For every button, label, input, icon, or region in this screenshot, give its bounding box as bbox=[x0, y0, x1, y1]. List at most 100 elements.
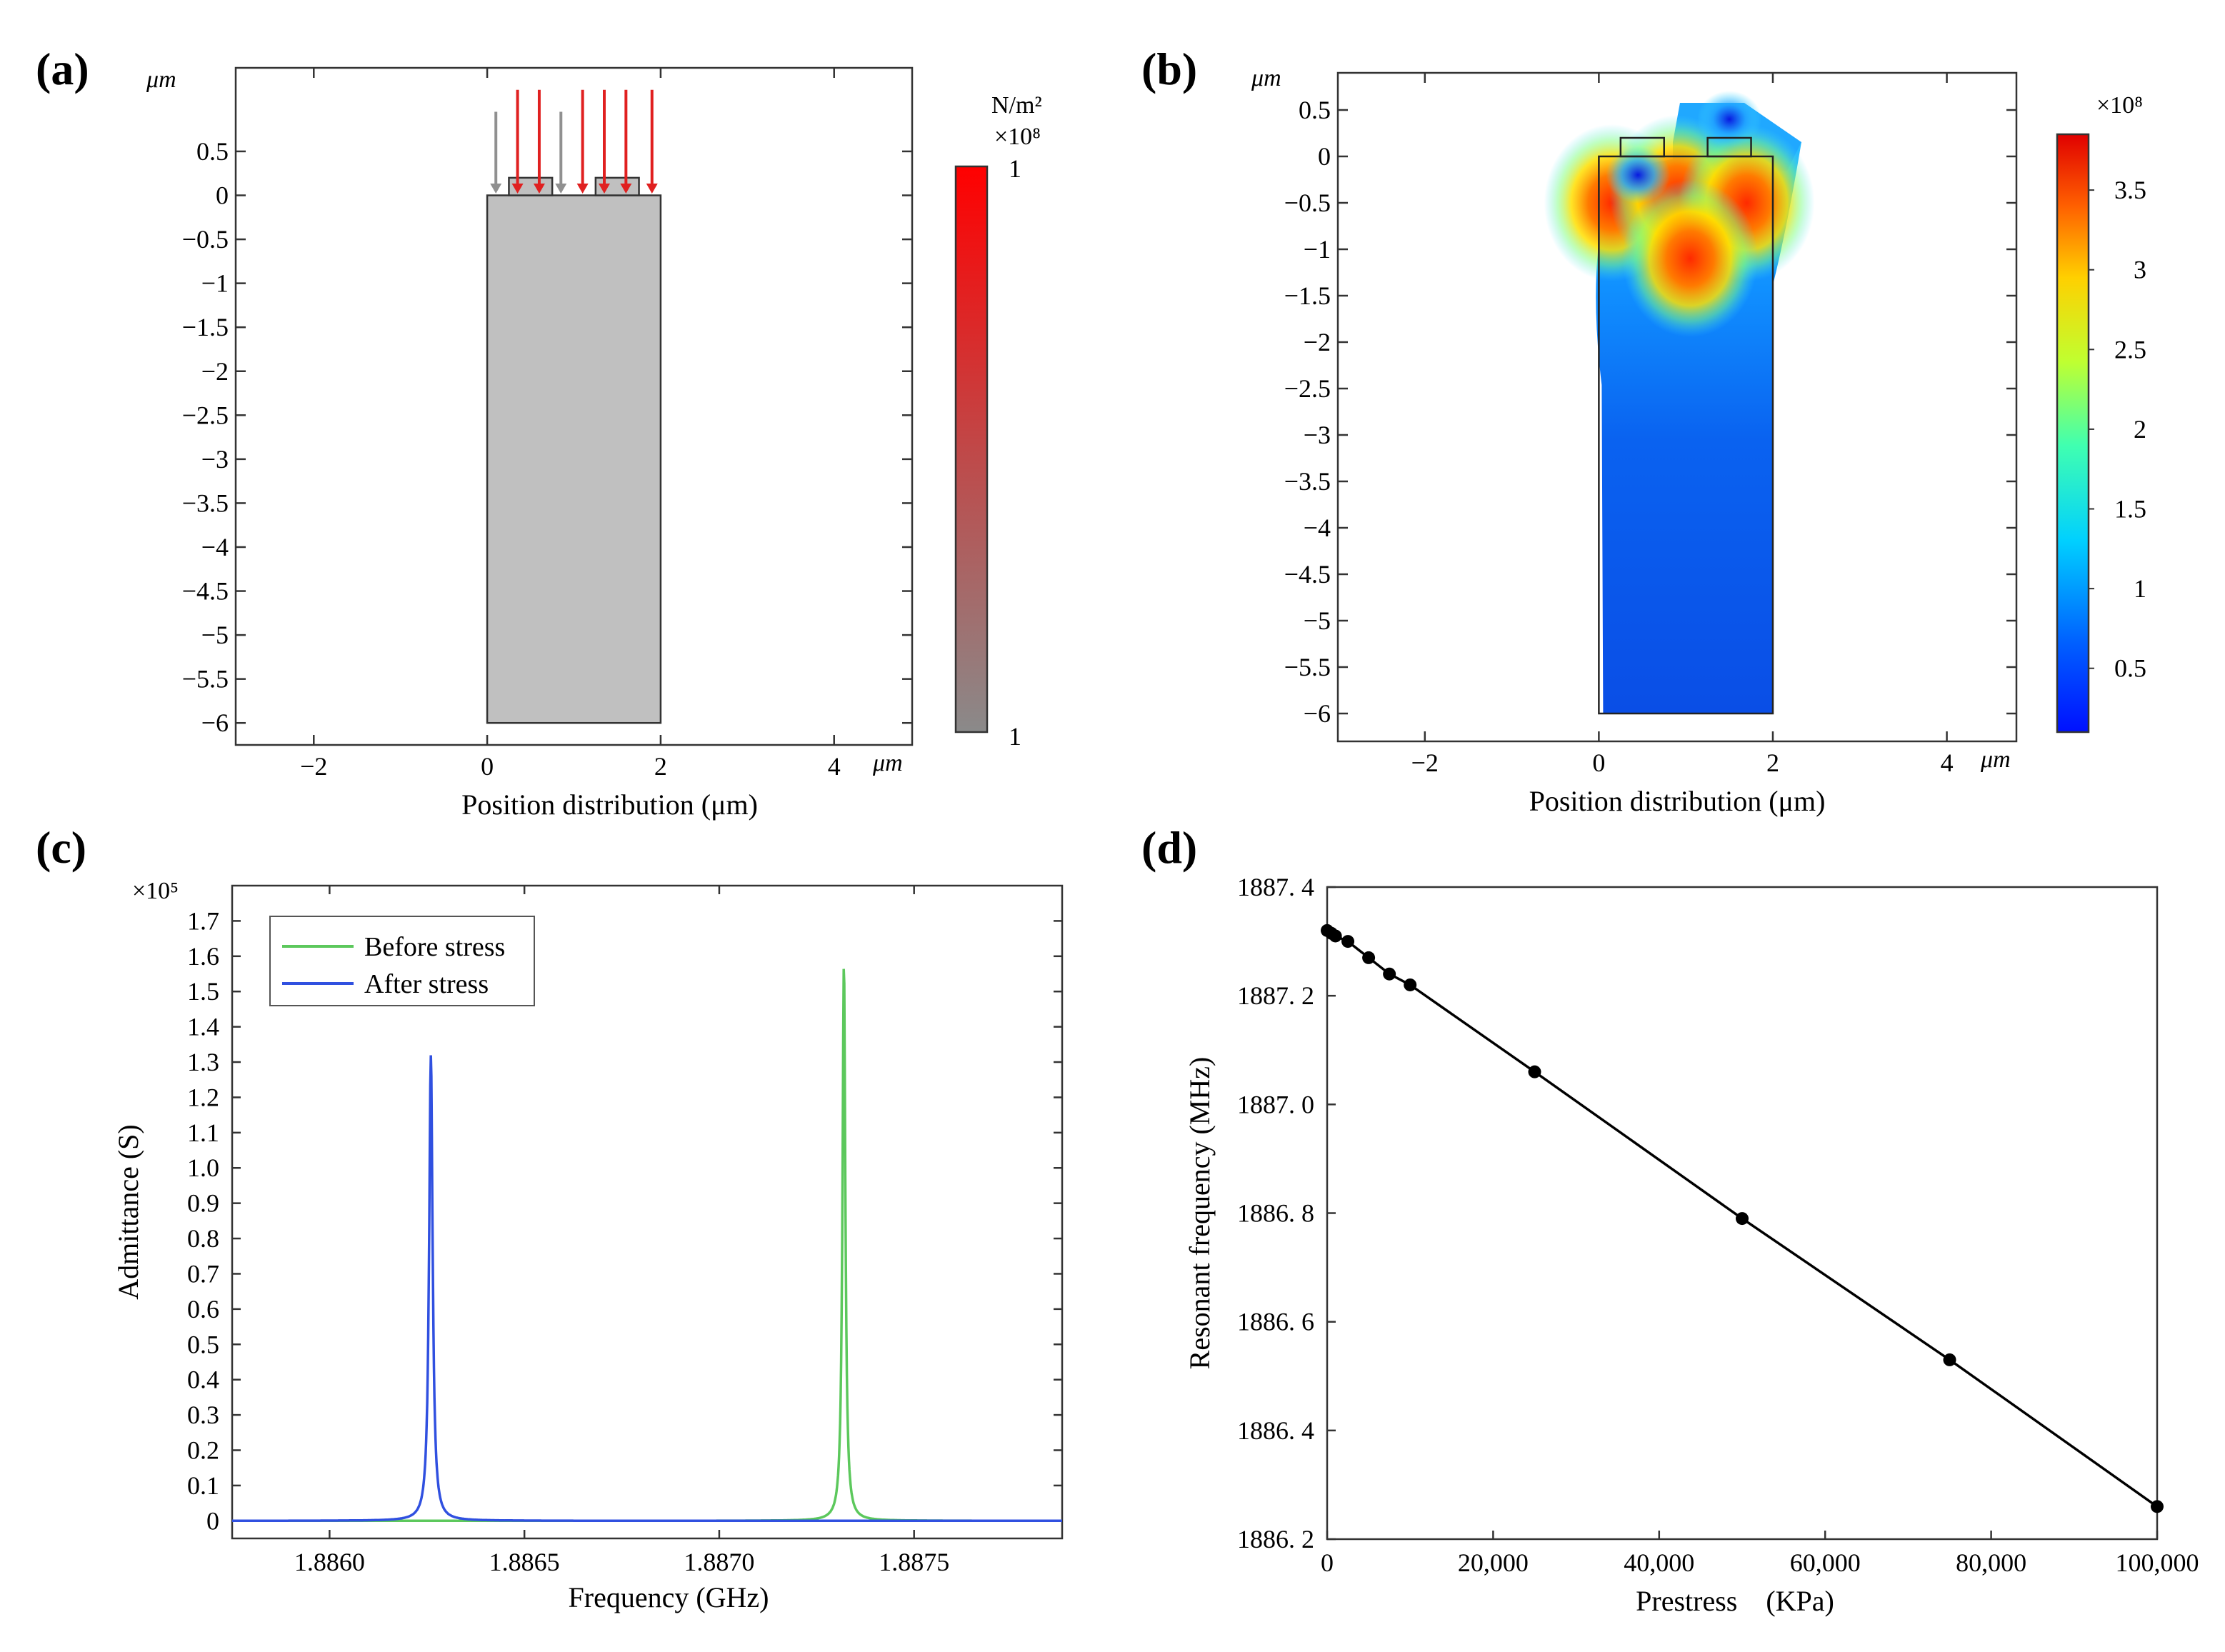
load-arrow-head bbox=[598, 184, 610, 194]
load-arrow-head bbox=[490, 184, 502, 194]
colorbar-scale-b: ×10⁸ bbox=[2096, 92, 2143, 119]
y-tick-label: −0.5 bbox=[182, 225, 229, 254]
substrate-a bbox=[486, 194, 662, 724]
x-tick-label: 2 bbox=[654, 752, 667, 781]
y-tick-label: −6 bbox=[1304, 699, 1331, 728]
panel-b: −2 0 2 4 0.5 0 −0.5 −1 −1.5 −2 −2.5 −3 −3.5 −4 −4.5 −5 −… bbox=[1251, 65, 2146, 817]
y-tick-label: 1887. 0 bbox=[1237, 1090, 1314, 1118]
y-tick-label: −2.5 bbox=[1284, 374, 1331, 403]
stress-coldspot bbox=[1606, 146, 1671, 204]
axes-b-frame bbox=[1336, 71, 2018, 743]
y-tick-label: 1.7 bbox=[187, 906, 219, 935]
y-tick-label: −1 bbox=[1304, 235, 1331, 264]
y-tick-label: 1.4 bbox=[187, 1013, 219, 1041]
y-tick-label: 1.5 bbox=[187, 977, 219, 1006]
x-tick-label: 4 bbox=[828, 752, 841, 781]
x-unit-a: μm bbox=[872, 750, 903, 776]
x-axis-label-b: Position distribution (μm) bbox=[1529, 785, 1826, 817]
load-arrow-head bbox=[576, 184, 589, 194]
legend-c: Before stress After stress bbox=[269, 916, 535, 1006]
y-tick-label: 0.7 bbox=[187, 1259, 219, 1288]
panel-d: 0 20,000 40,000 60,000 80,000 100,000 1886. 2 1… bbox=[1184, 873, 2199, 1617]
y-tick-label: −5.5 bbox=[182, 665, 229, 694]
x-tick-label: 1.8860 bbox=[294, 1548, 365, 1576]
y-axis-label-c: Admittance (S) bbox=[112, 1124, 144, 1300]
y-tick-label: −4 bbox=[1304, 514, 1331, 542]
stress-coldspot bbox=[1697, 91, 1762, 148]
y-tick-label: −3.5 bbox=[182, 489, 229, 517]
electrode-outline-b bbox=[1619, 136, 1665, 158]
y-tick-label: −2 bbox=[201, 357, 229, 386]
panel-label-b: (b) bbox=[1141, 44, 1197, 94]
axes-c-frame bbox=[231, 884, 1064, 1540]
x-tick-label: −2 bbox=[1411, 749, 1439, 777]
x-unit-b: μm bbox=[1980, 746, 2011, 773]
panel-label-a: (a) bbox=[36, 44, 89, 94]
data-point bbox=[1528, 1065, 1541, 1078]
electrode-outline-b bbox=[1706, 136, 1752, 158]
y-tick-label: −4.5 bbox=[182, 577, 229, 606]
y-tick-label: 0.2 bbox=[187, 1436, 219, 1464]
colorbar-tick-label-b: 3 bbox=[2134, 256, 2146, 284]
y-tick-label: 0.5 bbox=[187, 1330, 219, 1358]
x-tick-label: 0 bbox=[1321, 1548, 1334, 1577]
x-tick-label: 1.8865 bbox=[489, 1548, 560, 1576]
y-axis-label-d: Resonant frequency (MHz) bbox=[1184, 1057, 1216, 1370]
y-tick-label: 0.3 bbox=[187, 1401, 219, 1429]
y-tick-label: 0.5 bbox=[196, 137, 229, 166]
load-arrow-head bbox=[533, 184, 545, 194]
y-scale-label-c: ×10⁵ bbox=[132, 878, 179, 904]
y-tick-label: −1.5 bbox=[1284, 281, 1331, 310]
colorbar-bottom-label-a: 1 bbox=[1009, 722, 1021, 751]
colorbar-unit-a: N/m² bbox=[991, 92, 1042, 119]
legend-label: Before stress bbox=[364, 932, 505, 962]
y-tick-label: 0.6 bbox=[187, 1295, 219, 1323]
panel-label-d: (d) bbox=[1141, 822, 1197, 873]
colorbar-a bbox=[954, 165, 989, 734]
legend-box bbox=[269, 916, 535, 1006]
x-tick-label: 60,000 bbox=[1790, 1548, 1861, 1577]
colorbar-scale-a: ×10⁸ bbox=[994, 124, 1041, 150]
load-arrow-head bbox=[555, 184, 567, 194]
data-point bbox=[1341, 935, 1355, 948]
y-tick-label: 1887. 2 bbox=[1237, 981, 1314, 1010]
y-tick-label: −2 bbox=[1304, 328, 1331, 356]
y-tick-label: −5 bbox=[1304, 606, 1331, 635]
y-tick-label: 1.2 bbox=[187, 1083, 219, 1111]
panel-c: 1.8860 1.8865 1.8870 1.8875 0 0.1 0.2 0.3 0.4 0.5… bbox=[112, 878, 1064, 1613]
y-tick-label: 0 bbox=[1318, 142, 1331, 171]
y-tick-label: 1.6 bbox=[187, 942, 219, 971]
colorbar-top-label-a: 1 bbox=[1009, 154, 1021, 183]
y-tick-label: −3 bbox=[201, 445, 229, 474]
y-tick-label: −4 bbox=[201, 533, 229, 561]
y-tick-label: −5.5 bbox=[1284, 653, 1331, 681]
x-tick-label: −2 bbox=[300, 752, 327, 781]
series-line-after bbox=[232, 1055, 1062, 1523]
y-tick-label: 1886. 6 bbox=[1237, 1308, 1314, 1336]
x-tick-label: 2 bbox=[1766, 749, 1779, 777]
colorbar-tick-label-b: 0.5 bbox=[2114, 654, 2146, 683]
x-tick-label: 4 bbox=[1941, 749, 1954, 777]
data-point bbox=[1362, 951, 1376, 964]
series-line-before bbox=[232, 968, 1062, 1523]
x-axis-label-a: Position distribution (μm) bbox=[461, 789, 758, 821]
axes-a-frame bbox=[234, 66, 914, 746]
x-axis-label-d: Prestress (KPa) bbox=[1636, 1585, 1834, 1617]
y-tick-label: −1 bbox=[201, 269, 229, 298]
y-tick-label: 1886. 2 bbox=[1237, 1525, 1314, 1553]
y-tick-label: 0 bbox=[206, 1506, 219, 1535]
y-tick-label: 0.1 bbox=[187, 1471, 219, 1500]
x-tick-label: 1.8870 bbox=[684, 1548, 754, 1576]
colorbar-b bbox=[2056, 133, 2090, 734]
y-tick-label: −1.5 bbox=[182, 313, 229, 341]
y-tick-label: −6 bbox=[201, 709, 229, 737]
panel-label-c: (c) bbox=[36, 822, 86, 873]
y-tick-label: 0.4 bbox=[187, 1366, 219, 1394]
colorbar-tick-label-b: 2 bbox=[2134, 415, 2146, 444]
legend-label: After stress bbox=[364, 969, 489, 999]
data-point bbox=[1736, 1212, 1749, 1226]
y-tick-label: 0.8 bbox=[187, 1224, 219, 1253]
y-tick-label: 1.0 bbox=[187, 1153, 219, 1182]
x-tick-label: 100,000 bbox=[2116, 1548, 2199, 1577]
load-arrow-head bbox=[511, 184, 524, 194]
